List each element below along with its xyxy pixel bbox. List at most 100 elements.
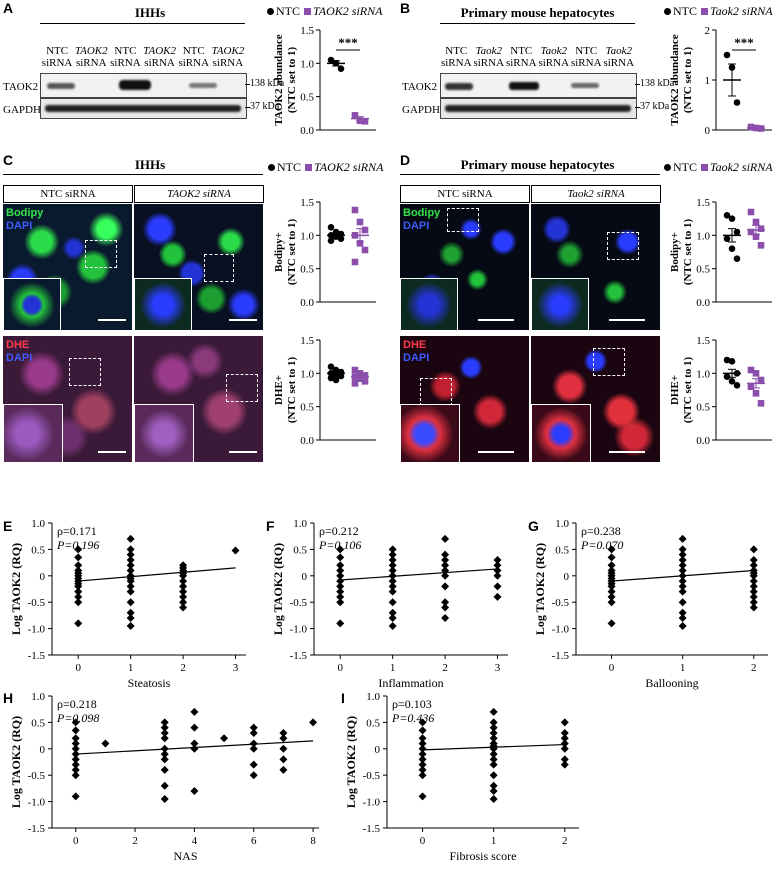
data-point <box>356 218 364 226</box>
lane-label: Taok2 siRNA <box>469 45 510 69</box>
y-tick-label: -0.5 <box>28 770 46 782</box>
data-point <box>126 608 135 617</box>
x-tick-label: 2 <box>132 835 138 847</box>
data-point <box>309 718 318 727</box>
data-point <box>126 587 135 596</box>
data-point <box>489 794 498 803</box>
data-point <box>190 707 199 716</box>
data-point <box>723 235 731 242</box>
data-point <box>249 760 258 769</box>
y-tick-label: 0 <box>40 571 46 583</box>
blot-band <box>47 83 75 89</box>
data-point <box>388 608 397 617</box>
data-point <box>336 619 345 628</box>
lane-label: TAOK2 siRNA <box>207 45 249 69</box>
legend-sirna: Taok2 siRNA <box>710 4 773 18</box>
data-point <box>179 587 188 596</box>
data-point <box>560 755 569 764</box>
data-point <box>336 553 345 562</box>
data-point <box>607 592 616 601</box>
data-point <box>749 582 758 591</box>
y-tick-label: -1.5 <box>363 823 381 835</box>
data-point <box>441 566 450 575</box>
lane-label: NTC siRNA <box>436 45 477 69</box>
stain-label: DAPI <box>403 352 430 364</box>
data-point <box>747 208 755 216</box>
y-axis-label: Bodipy+ <box>669 232 681 272</box>
data-point <box>752 370 760 377</box>
data-point <box>74 545 83 554</box>
scale-bar <box>609 319 645 321</box>
p-value-label: P=0.436 <box>391 711 434 725</box>
data-point <box>757 400 765 407</box>
micro-d-bodipy-si <box>531 204 660 330</box>
data-point <box>279 728 288 737</box>
data-point <box>493 592 502 601</box>
y-tick-label: 0.5 <box>555 544 569 556</box>
data-point <box>678 561 687 570</box>
data-point <box>74 619 83 628</box>
data-point <box>723 373 731 380</box>
legend-sirna: Taok2 siRNA <box>710 160 773 174</box>
y-tick-label: -1.0 <box>552 624 570 636</box>
legend-sirna: TAOK2 siRNA <box>313 4 383 18</box>
x-tick-label: 2 <box>180 662 186 674</box>
y-tick-label: -1.5 <box>552 650 570 662</box>
data-point <box>356 370 364 377</box>
y-tick-label: 0 <box>705 125 711 137</box>
lane-label-line2: siRNA <box>505 57 537 69</box>
data-point <box>337 235 345 242</box>
data-point <box>607 587 616 596</box>
zoom-box <box>607 232 639 260</box>
blot-band <box>189 83 217 88</box>
data-point <box>249 723 258 732</box>
zoom-inset <box>531 404 591 462</box>
data-point <box>351 380 359 387</box>
data-point <box>388 577 397 586</box>
data-point <box>190 744 199 753</box>
data-point <box>249 728 258 737</box>
legend-c: NTC TAOK2 siRNA <box>268 160 383 175</box>
data-point <box>678 608 687 617</box>
chart-c-bottom: 0.0 0.5 1.0 1.5 DHE+ (NTC set to 1) <box>273 335 376 447</box>
data-point <box>752 390 760 397</box>
y-tick-label: 1.0 <box>300 58 314 70</box>
panel-label-e: E <box>3 518 13 534</box>
lane-label-line2: siRNA <box>440 57 472 69</box>
stain-label: DHE <box>6 339 30 351</box>
zoom-box <box>420 378 452 406</box>
panel-d-col1: NTC siRNA <box>400 185 530 203</box>
lane-label-line1: TAOK2 <box>211 45 245 57</box>
y-tick-label: 1.0 <box>31 691 45 703</box>
data-point <box>220 734 229 743</box>
data-point <box>332 376 340 384</box>
y-tick-label: 1.0 <box>696 368 710 380</box>
panel-a-title-rule <box>40 23 245 24</box>
y-tick-label: 0.5 <box>31 717 45 729</box>
data-point <box>489 787 498 796</box>
rho-label: ρ=0.171 <box>57 524 97 538</box>
lane-label: NTC siRNA <box>501 45 542 69</box>
y-tick-label: 0.5 <box>696 264 710 276</box>
data-point <box>418 718 427 727</box>
scale-bar <box>229 319 257 321</box>
data-point <box>126 545 135 554</box>
y-tick-label: 1.5 <box>300 25 314 37</box>
data-point <box>336 571 345 580</box>
blot-a-taok2 <box>40 73 247 98</box>
data-point <box>160 755 169 764</box>
x-tick-label: 0 <box>609 662 615 674</box>
blot-band <box>445 105 631 112</box>
data-point <box>560 744 569 753</box>
data-point <box>418 734 427 743</box>
lane-label: NTC siRNA <box>36 45 78 69</box>
rho-label: ρ=0.212 <box>319 524 359 538</box>
data-point <box>441 582 450 591</box>
legend-a: NTC TAOK2 siRNA <box>267 4 382 19</box>
data-point <box>489 760 498 769</box>
x-tick-label: 1 <box>128 662 134 674</box>
y-axis-label: DHE+ <box>669 375 681 405</box>
data-point <box>179 603 188 612</box>
x-axis-label: Steatosis <box>128 676 171 690</box>
